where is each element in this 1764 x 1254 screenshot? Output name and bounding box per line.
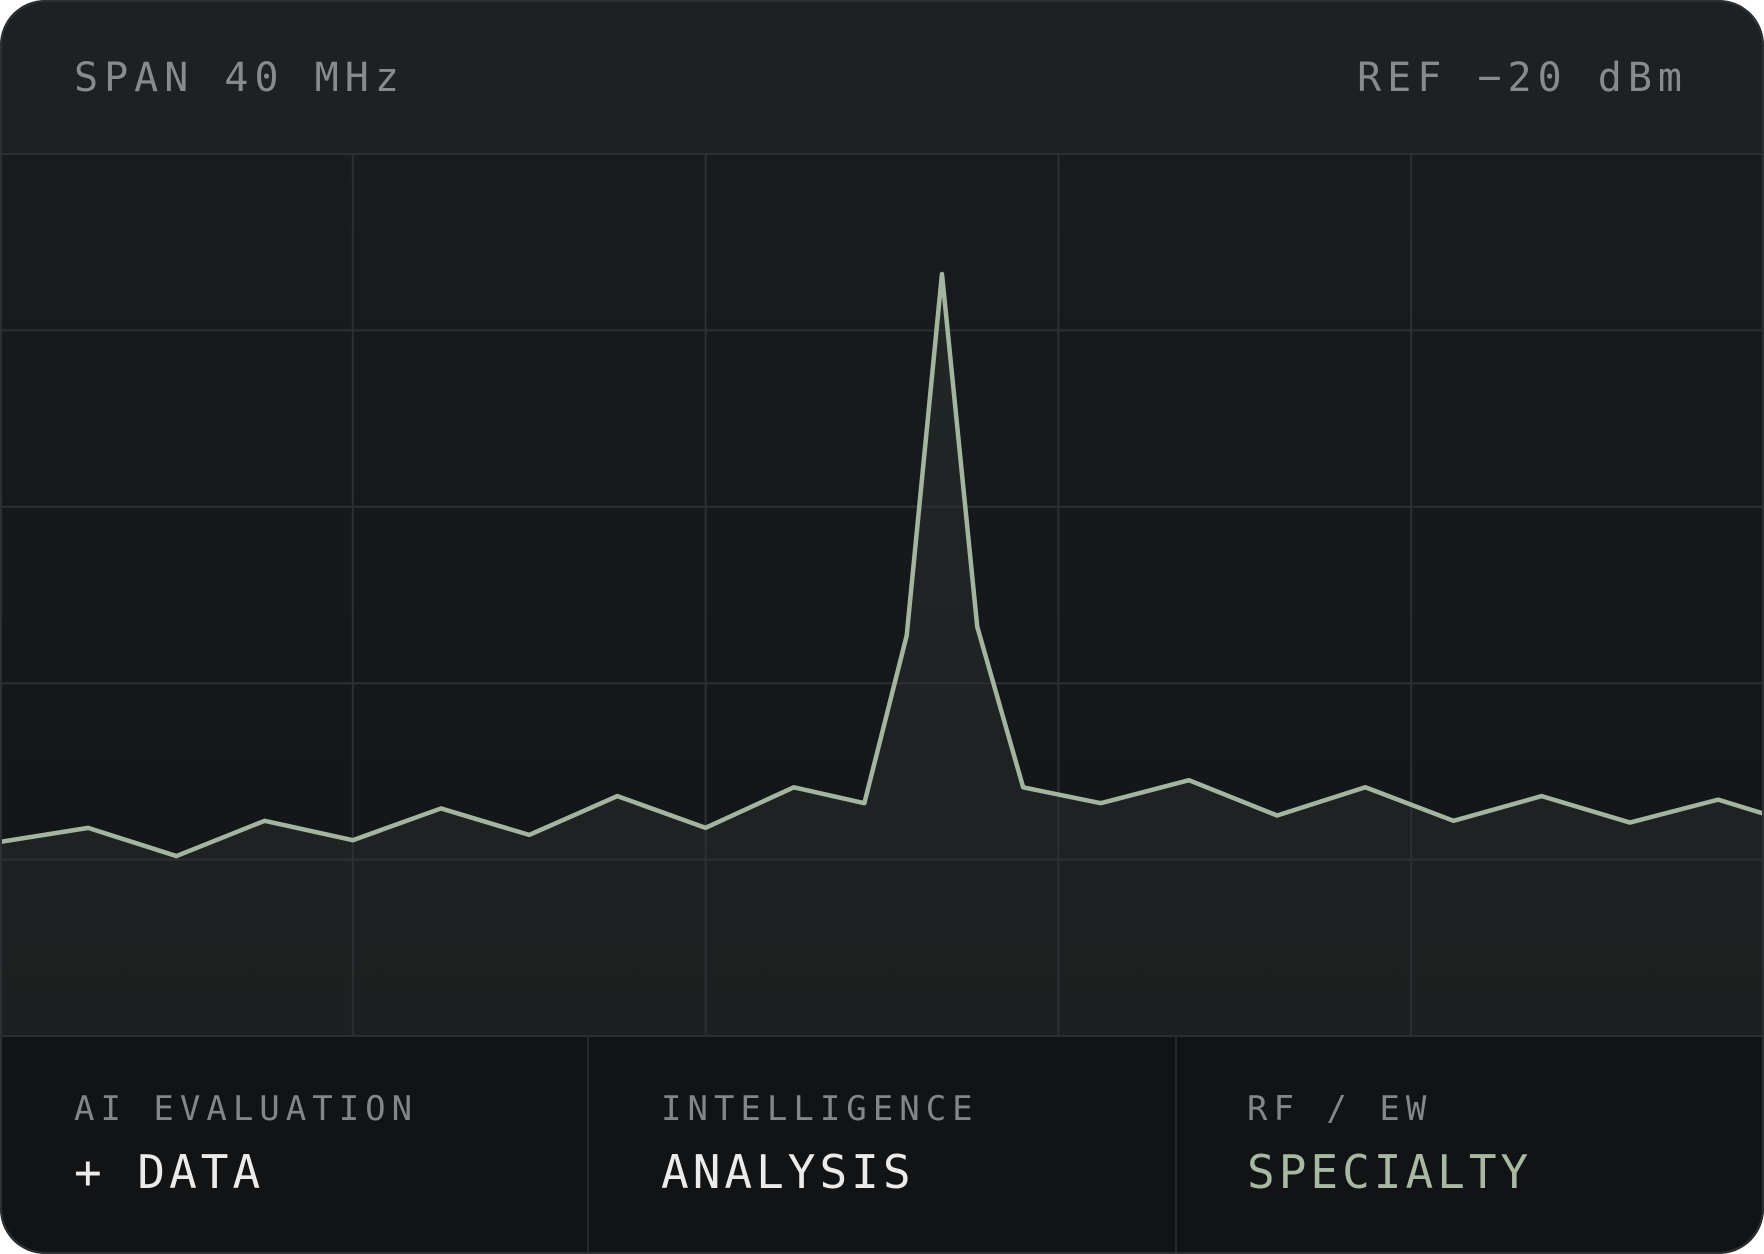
plot-bg — [0, 154, 1764, 1036]
footer-bg — [0, 1036, 1764, 1254]
plot — [0, 154, 1764, 1036]
trace-fill — [0, 273, 1764, 1036]
footer-label: AI EVALUATION — [74, 1089, 418, 1129]
ref-label: REF −20 dBm — [1357, 55, 1688, 101]
footer-label: RF / EW — [1247, 1089, 1432, 1129]
footer-label: INTELLIGENCE — [661, 1089, 979, 1129]
footer-value: + DATA — [74, 1145, 264, 1199]
footer-value: SPECIALTY — [1247, 1145, 1532, 1199]
footer-value: ANALYSIS — [661, 1145, 915, 1199]
header-bg — [0, 0, 1764, 154]
span-label: SPAN 40 MHz — [74, 55, 405, 101]
trace-line — [0, 271, 1764, 859]
